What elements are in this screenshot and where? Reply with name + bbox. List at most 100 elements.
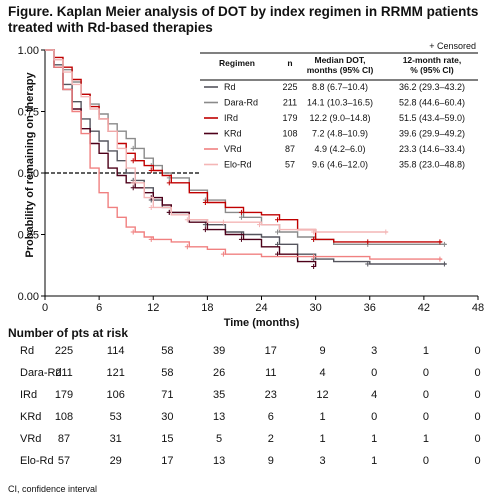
risk-count: 0 [475, 345, 481, 357]
legend-median: 8.8 (6.7–10.4) [312, 82, 368, 92]
y-axis-label: Probability of remaining on therapy [24, 72, 36, 258]
risk-row-label: Elo-Rd [20, 455, 54, 467]
risk-count: 0 [423, 389, 429, 401]
risk-count: 30 [161, 411, 173, 423]
risk-count: 3 [371, 345, 377, 357]
censor-mark [220, 251, 226, 257]
risk-count: 39 [213, 345, 225, 357]
risk-count: 11 [265, 367, 276, 379]
risk-count: 53 [110, 411, 122, 423]
censor-mark [441, 241, 447, 247]
censor-mark [275, 251, 281, 257]
legend-median: 4.9 (4.2–6.0) [314, 144, 365, 154]
y-tick-label: 0.75 [18, 107, 39, 119]
x-tick-label: 18 [201, 302, 213, 314]
legend-n: 211 [283, 98, 297, 108]
x-axis-label: Time (months) [224, 317, 300, 329]
risk-row-label: Rd [20, 345, 34, 357]
y-tick-label: 0.00 [18, 291, 39, 303]
legend-n: 179 [282, 113, 297, 123]
censor-mark [148, 204, 154, 210]
censor-mark [148, 236, 154, 242]
legend-regimen: VRd [224, 144, 242, 154]
x-tick-label: 6 [96, 302, 102, 314]
censor-mark [238, 236, 244, 242]
risk-count: 4 [371, 389, 377, 401]
risk-count: 0 [371, 411, 377, 423]
censor-mark [311, 263, 317, 269]
risk-count: 58 [161, 367, 173, 379]
legend-median: 7.2 (4.8–10.9) [312, 129, 368, 139]
risk-count: 13 [213, 411, 225, 423]
risk-count: 9 [268, 455, 274, 467]
risk-count: 17 [161, 455, 173, 467]
risk-count: 114 [107, 345, 125, 357]
censored-legend: + Censored [429, 41, 476, 51]
risk-count: 2 [268, 433, 274, 445]
censor-mark [238, 209, 244, 215]
legend-n: 87 [285, 144, 295, 154]
censor-mark [184, 217, 190, 223]
censor-mark [441, 261, 447, 267]
legend-header: months (95% CI) [307, 65, 374, 75]
risk-count: 0 [423, 411, 429, 423]
risk-count: 0 [475, 367, 481, 379]
legend-median: 12.2 (9.0–14.8) [309, 113, 370, 123]
risk-count: 0 [475, 433, 481, 445]
legend-rate12: 36.2 (29.3–43.2) [399, 82, 465, 92]
legend-rate12: 51.5 (43.4–59.0) [399, 113, 465, 123]
risk-count: 211 [55, 367, 73, 379]
x-tick-label: 30 [310, 302, 322, 314]
legend-rate12: 39.6 (29.9–49.2) [399, 129, 465, 139]
risk-row-label: IRd [20, 389, 37, 401]
risk-count: 4 [319, 367, 325, 379]
risk-count: 29 [110, 455, 122, 467]
figure-title: Figure. Kaplan Meier analysis of DOT by … [8, 4, 479, 35]
censor-mark [130, 185, 136, 191]
x-tick-label: 12 [147, 302, 159, 314]
censor-mark [275, 217, 281, 223]
y-tick-label: 0.25 [18, 230, 39, 242]
legend-rate12: 35.8 (23.0–48.8) [399, 160, 465, 170]
risk-count: 1 [423, 345, 429, 357]
risk-count: 23 [265, 389, 277, 401]
risk-count: 0 [475, 389, 481, 401]
risk-count: 108 [55, 411, 73, 423]
risk-count: 71 [161, 389, 173, 401]
censor-mark [238, 214, 244, 220]
legend-n: 108 [282, 129, 297, 139]
censor-mark [275, 241, 281, 247]
risk-count: 3 [319, 455, 325, 467]
censor-mark [184, 244, 190, 250]
x-tick-label: 24 [255, 302, 267, 314]
censor-mark [130, 158, 136, 164]
legend-median: 14.1 (10.3–16.5) [307, 98, 373, 108]
y-tick-label: 0.50 [18, 168, 39, 180]
x-tick-label: 36 [364, 302, 376, 314]
risk-count: 1 [423, 433, 429, 445]
risk-count: 9 [319, 345, 325, 357]
legend-regimen: Rd [224, 82, 236, 92]
risk-count: 1 [371, 455, 377, 467]
risk-count: 87 [58, 433, 70, 445]
y-tick-label: 1.00 [18, 45, 39, 57]
risk-count: 225 [55, 345, 73, 357]
km-curve-ird [45, 49, 442, 243]
risk-count: 0 [423, 455, 429, 467]
risk-count: 6 [268, 411, 274, 423]
censor-mark [220, 219, 226, 225]
risk-count: 35 [213, 389, 225, 401]
risk-count: 0 [371, 367, 377, 379]
censor-mark [148, 168, 154, 174]
risk-count: 12 [316, 389, 328, 401]
legend-regimen: IRd [224, 113, 238, 123]
legend-regimen: Elo-Rd [224, 160, 252, 170]
censor-mark [202, 227, 208, 233]
legend-rate12: 23.3 (14.6–33.4) [399, 144, 465, 154]
censor-mark [365, 261, 371, 267]
footnote: CI, confidence interval [8, 484, 98, 494]
km-curve-vrd [45, 49, 442, 260]
risk-count: 0 [475, 455, 481, 467]
censor-mark [275, 229, 281, 235]
risk-count: 5 [216, 433, 222, 445]
